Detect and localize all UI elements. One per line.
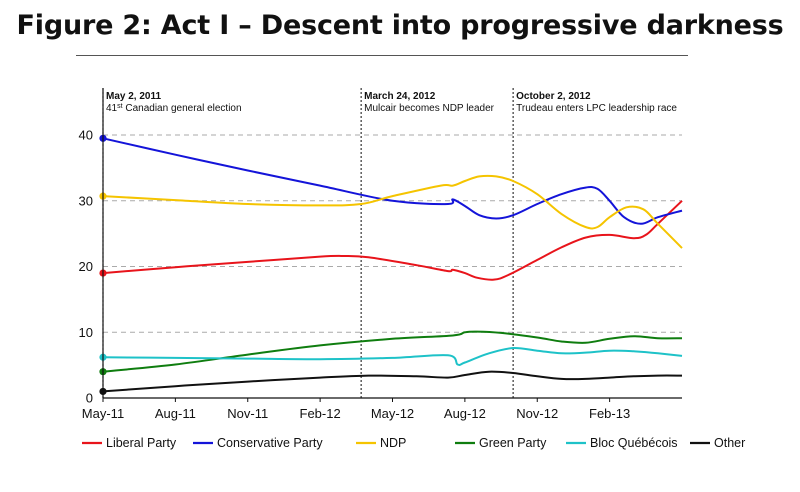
x-tick-label: Nov-11 [227, 406, 268, 421]
y-tick-label: 20 [79, 259, 93, 274]
y-tick-label: 30 [79, 193, 93, 208]
series-line-liberal-party [102, 200, 683, 281]
title-divider [76, 55, 688, 56]
x-tick-label: May-11 [82, 406, 124, 421]
legend-label-bloc-quebecois: Bloc Québécois [590, 436, 678, 450]
y-tick-label: 0 [86, 391, 93, 406]
x-tick-label: Aug-11 [155, 406, 196, 421]
event-text-0: 41st Canadian general election [106, 103, 242, 114]
x-tick-label: Feb-13 [589, 406, 630, 421]
legend-label-green-party: Green Party [479, 436, 547, 450]
series-line-ndp [102, 174, 683, 249]
x-tick-label: Aug-12 [444, 406, 486, 421]
x-tick-label: Nov-12 [516, 406, 558, 421]
chart-title: Figure 2: Act I – Descent into progressi… [16, 10, 784, 41]
series-line-bloc-quebecois [102, 346, 683, 366]
y-tick-label: 40 [79, 128, 93, 143]
legend: Liberal Party Conservative Party NDP Green … [82, 436, 745, 450]
legend-label-conservative-party: Conservative Party [217, 436, 323, 450]
y-tick-label: 10 [79, 325, 93, 340]
gridlines [103, 134, 682, 333]
x-tick-label: May-12 [371, 406, 414, 421]
event-title-2: October 2, 2012 [516, 91, 591, 102]
legend-label-ndp: NDP [380, 436, 406, 450]
event-title-0: May 2, 2011 [106, 91, 161, 102]
series-lines [99, 134, 683, 396]
event-text-2: Trudeau enters LPC leadership race [516, 103, 677, 114]
legend-label-liberal-party: Liberal Party [106, 436, 177, 450]
series-line-green-party [102, 330, 683, 373]
event-title-1: March 24, 2012 [364, 91, 436, 102]
axes: 0 10 20 30 40 May-11 Aug-11 Nov-11 Feb-12 May-12 A… [79, 88, 682, 421]
event-text-1: Mulcair becomes NDP leader [364, 103, 495, 114]
series-line-conservative-party [102, 137, 683, 225]
x-tick-label: Feb-12 [300, 406, 341, 421]
legend-label-other: Other [714, 436, 745, 450]
series-line-other [102, 370, 683, 393]
